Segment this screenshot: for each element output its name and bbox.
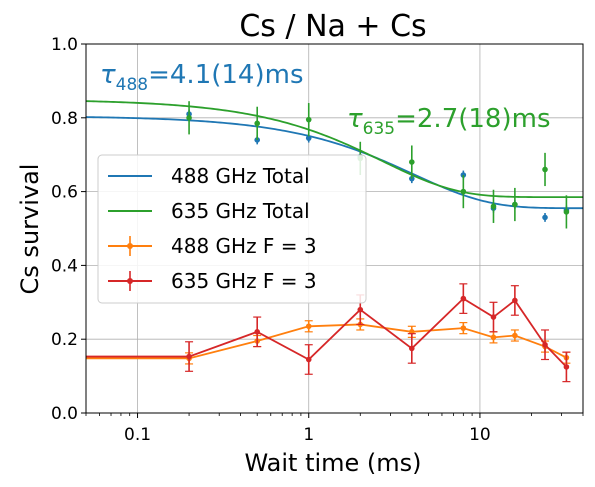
data-point (512, 332, 518, 339)
fit-curve (85, 116, 583, 210)
data-point (305, 356, 312, 363)
series-line (86, 297, 568, 368)
legend-marker (127, 243, 133, 249)
data-point (563, 364, 570, 370)
data-point (542, 214, 548, 221)
data-point (460, 295, 467, 302)
data-point (254, 120, 260, 127)
data-point (542, 341, 548, 348)
data-point (305, 323, 312, 330)
fit-curves (85, 100, 583, 210)
series-group (86, 283, 571, 383)
legend-label: 635 GHz F = 3 (171, 269, 317, 293)
fit-curve (85, 100, 583, 199)
legend-box (97, 154, 367, 304)
data-point (186, 353, 192, 360)
data-point (409, 159, 415, 165)
data-point (254, 329, 260, 335)
data-point (490, 203, 497, 210)
legend: 488 GHz Total 635 GHz Total 488 GHz F = 3 6… (97, 154, 367, 304)
x-tick-label: 10 (469, 425, 491, 445)
x-axis-label: Wait time (ms) (244, 449, 421, 477)
y-tick-label: 0.8 (51, 109, 78, 129)
annotations: τ488=4.1(14)ms τ635=2.7(18)ms (100, 60, 551, 139)
data-point (409, 345, 415, 352)
legend-label: 635 GHz Total (171, 199, 310, 223)
x-tick-label: 0.1 (124, 425, 151, 445)
legend-label: 488 GHz F = 3 (171, 234, 317, 258)
data-point (512, 201, 518, 208)
axes: 0.0 0.2 0.4 0.6 0.8 1.0 0.1 1 10 (51, 35, 584, 445)
data-point (305, 135, 312, 141)
y-tick-label: 0.4 (51, 256, 78, 276)
data-point (563, 209, 570, 215)
legend-marker (127, 278, 133, 284)
chart-title: Cs / Na + Cs (239, 9, 426, 44)
data-point (490, 314, 497, 320)
data-point (512, 297, 518, 304)
y-tick-label: 0.6 (51, 183, 78, 203)
data-point (542, 166, 548, 173)
y-tick-label: 1.0 (51, 35, 78, 55)
data-point (305, 116, 312, 123)
data-point (357, 306, 364, 313)
x-tick-label: 1 (303, 425, 314, 445)
tau-annotation: τ635=2.7(18)ms (347, 104, 551, 139)
data-point (186, 115, 192, 121)
tau-annotation: τ488=4.1(14)ms (100, 60, 304, 95)
data-point (460, 188, 467, 195)
y-tick-label: 0.0 (51, 404, 78, 424)
data-series (86, 101, 571, 383)
y-axis-label: Cs survival (16, 164, 44, 295)
data-point (490, 334, 497, 341)
y-tick-label: 0.2 (51, 330, 78, 350)
plot-frame (85, 43, 584, 414)
legend-label: 488 GHz Total (171, 164, 310, 188)
data-point (460, 325, 467, 331)
